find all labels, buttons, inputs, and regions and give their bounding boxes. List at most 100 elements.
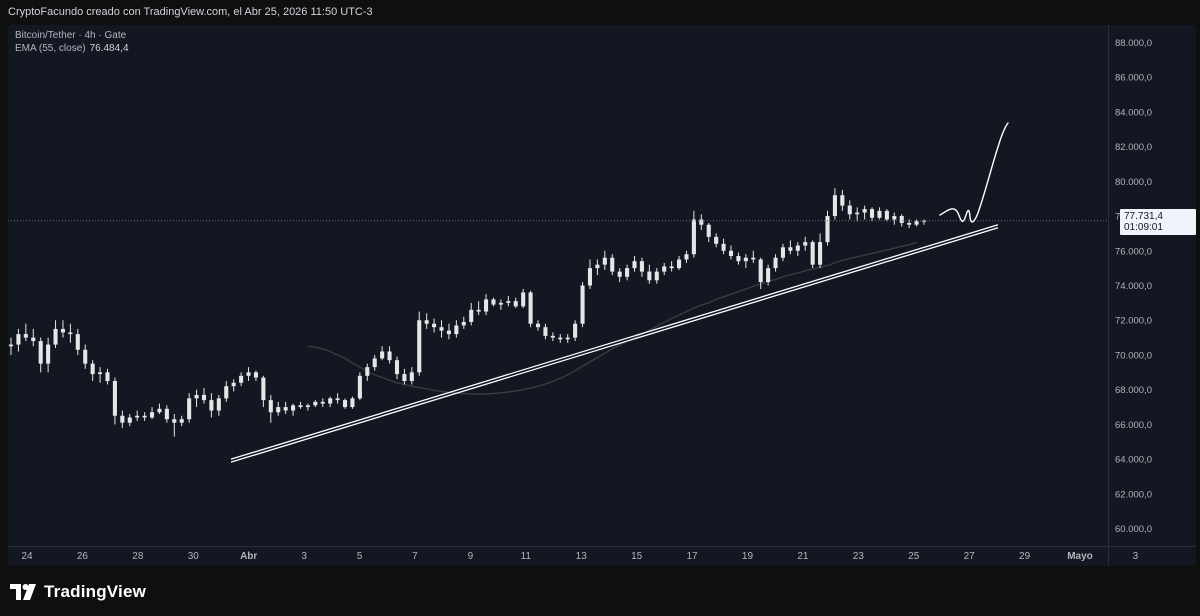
candle-body [521, 292, 526, 307]
x-tick-label: 27 [964, 551, 976, 562]
y-tick-label: 70.000,0 [1115, 350, 1152, 361]
x-tick-label: 23 [853, 551, 865, 562]
candle-body [38, 341, 43, 364]
candle-body [90, 363, 95, 375]
x-tick-label: 17 [686, 551, 698, 562]
candle-body [513, 301, 518, 307]
candle-body [728, 250, 734, 256]
candle-body [780, 247, 786, 258]
candle-body [602, 257, 607, 265]
candle-body [372, 358, 377, 368]
candle-body [877, 210, 882, 218]
candle-body [201, 394, 207, 401]
candle-body [446, 330, 451, 335]
chart-panel[interactable]: 88.000,0 86.000,0 84.000,0 82.000,0 80.000,0… [8, 25, 1196, 566]
y-tick-label: 84.000,0 [1115, 107, 1152, 118]
candle-body [283, 407, 288, 411]
projection-path [939, 122, 1009, 223]
candle-body [142, 415, 147, 418]
y-tick-label: 88.000,0 [1115, 38, 1152, 49]
candle-body [149, 412, 155, 418]
candle-body [662, 266, 667, 272]
candle-body [788, 247, 793, 251]
candle-body [647, 271, 652, 281]
candle-body [595, 264, 600, 269]
candle-body [179, 419, 184, 423]
candle-body [75, 334, 80, 350]
y-tick-label: 64.000,0 [1115, 455, 1152, 466]
candle-body [53, 328, 58, 345]
candle-body [795, 245, 800, 251]
candle-body [699, 219, 704, 225]
candle-body [31, 337, 36, 342]
symbol-label[interactable]: Bitcoin/Tether · 4h · Gate [15, 30, 127, 41]
candle-body [565, 337, 570, 340]
ema-legend[interactable]: EMA (55, close) 76.484,4 [15, 42, 129, 55]
candle-body [914, 221, 919, 225]
trendline-upper [230, 224, 999, 460]
candle-body [276, 407, 281, 413]
candle-body [409, 372, 414, 382]
candle-body [83, 349, 88, 364]
candle-body [387, 351, 392, 361]
candle-body [617, 271, 622, 277]
candle-body [491, 299, 496, 305]
candle-body [305, 405, 310, 408]
candle-body [684, 254, 689, 260]
tradingview-logo-icon [10, 584, 36, 600]
y-tick-label: 72.000,0 [1115, 316, 1152, 327]
candle-body [550, 335, 555, 338]
candle-body [892, 216, 897, 220]
bar-countdown: 01:09:01 [1124, 222, 1163, 233]
candle-body [98, 372, 103, 375]
candle-body [60, 328, 66, 333]
x-tick-label: 7 [412, 551, 418, 562]
candlestick-chart[interactable]: 88.000,0 86.000,0 84.000,0 82.000,0 80.000,0… [8, 25, 1196, 566]
candle-body [365, 367, 370, 376]
candle-body [773, 257, 778, 269]
x-tick-label: 11 [521, 551, 532, 562]
candle-body [313, 401, 318, 406]
candle-body [706, 224, 711, 237]
tradingview-brand[interactable]: TradingView [10, 581, 146, 603]
y-tick-label: 66.000,0 [1115, 420, 1152, 431]
x-tick-label: 24 [21, 551, 33, 562]
candle-body [884, 210, 889, 220]
candle-body [677, 259, 682, 269]
y-tick-label: 62.000,0 [1115, 489, 1152, 500]
candle-body [16, 334, 21, 345]
candle-body [766, 268, 771, 283]
candle-body [112, 381, 117, 416]
x-tick-label: 19 [742, 551, 754, 562]
ema-value: 76.484,4 [89, 43, 129, 54]
candle-body [120, 415, 125, 423]
candle-body [736, 255, 741, 262]
candle-body [164, 408, 169, 420]
brand-name: TradingView [44, 582, 147, 601]
x-tick-label: 15 [631, 551, 643, 562]
ema-label: EMA (55, close) [15, 43, 86, 54]
candle-body [424, 320, 429, 324]
candle-body [869, 209, 875, 218]
y-tick-label: 60.000,0 [1115, 524, 1152, 535]
candle-body [543, 327, 548, 336]
candle-body [691, 219, 696, 255]
x-tick-label: 25 [908, 551, 920, 562]
candle-body [714, 236, 719, 244]
candle-body [105, 372, 110, 382]
candle-body [342, 400, 348, 408]
candle-body [632, 261, 637, 269]
candle-body [135, 415, 140, 418]
candle-body [639, 261, 644, 272]
candle-body [23, 334, 28, 338]
candle-body [68, 332, 73, 335]
y-tick-label: 80.000,0 [1115, 177, 1152, 188]
candle-body [573, 323, 578, 338]
candle-body [187, 398, 192, 420]
candle-body [209, 400, 214, 411]
candle-body [847, 205, 852, 215]
y-tick-label: 86.000,0 [1115, 73, 1152, 84]
ema-line [307, 241, 917, 395]
candle-body [194, 394, 199, 399]
y-tick-label: 74.000,0 [1115, 281, 1152, 292]
